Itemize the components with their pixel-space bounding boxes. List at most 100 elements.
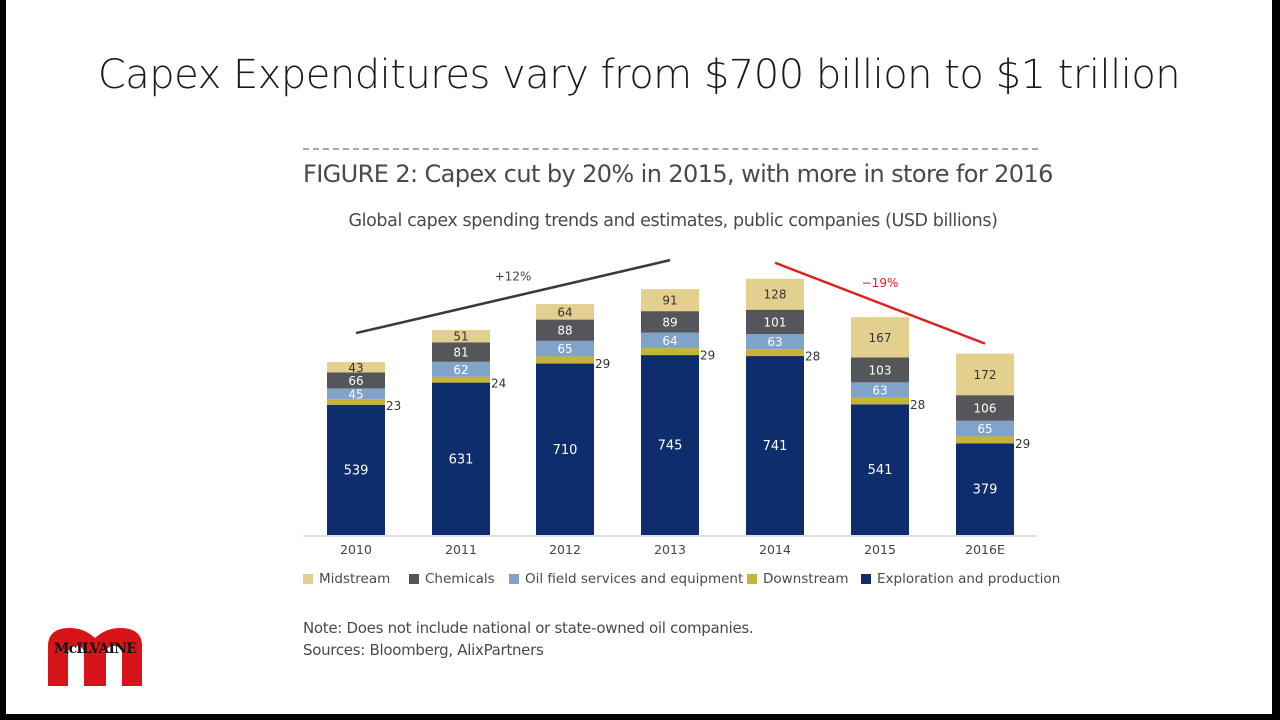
- legend-label-downstream: Downstream: [763, 571, 849, 587]
- bar-midstream-2010: [327, 362, 385, 373]
- bar-downstream-2015: [851, 397, 909, 405]
- legend-item-oilfield: Oil field services and equipment: [509, 571, 743, 587]
- data-label-oilfield-2013: 64: [662, 334, 677, 348]
- data-label-chemicals-2010: 66: [348, 374, 363, 388]
- data-label-oilfield-2010: 45: [348, 387, 363, 401]
- slide: Capex Expenditures vary from $700 billio…: [6, 0, 1272, 714]
- slide-title: Capex Expenditures vary from $700 billio…: [97, 52, 1181, 98]
- figure-subtitle: Global capex spending trends and estimat…: [348, 211, 998, 231]
- legend-item-midstream: Midstream: [303, 571, 390, 587]
- bar-exploration-2010: [327, 404, 385, 535]
- data-label-downstream-2016E: 29: [1015, 437, 1030, 451]
- data-label-exploration-2011: 631: [449, 452, 474, 467]
- bar-midstream-2014: [746, 278, 804, 310]
- bar-downstream-2013: [641, 348, 699, 356]
- figure-sources: Sources: Bloomberg, AlixPartners: [303, 641, 544, 659]
- data-label-midstream-2015: 167: [869, 331, 892, 345]
- figure-title: FIGURE 2: Capex cut by 20% in 2015, with…: [303, 160, 1053, 188]
- legend-label-exploration: Exploration and production: [877, 571, 1061, 587]
- bar-oilfield-2015: [851, 382, 909, 398]
- data-label-midstream-2012: 64: [557, 305, 572, 319]
- data-label-midstream-2010: 43: [348, 361, 363, 375]
- bar-midstream-2013: [641, 289, 699, 312]
- bar-exploration-2011: [432, 382, 490, 535]
- x-tick-label-2014: 2014: [759, 542, 791, 557]
- legend-swatch-midstream: [303, 574, 313, 584]
- bar-exploration-2014: [746, 356, 804, 535]
- bar-midstream-2012: [536, 304, 594, 320]
- x-tick-label-2011: 2011: [445, 542, 477, 557]
- data-label-oilfield-2014: 63: [767, 335, 782, 349]
- data-label-chemicals-2014: 101: [764, 315, 787, 329]
- figure-divider: [303, 148, 1038, 150]
- data-label-midstream-2016E: 172: [974, 368, 997, 382]
- bar-oilfield-2016E: [956, 420, 1014, 437]
- bar-oilfield-2013: [641, 332, 699, 349]
- data-label-chemicals-2015: 103: [869, 363, 892, 377]
- x-tick-label-2010: 2010: [340, 542, 372, 557]
- legend-swatch-oilfield: [509, 574, 519, 584]
- bar-chemicals-2015: [851, 357, 909, 383]
- bar-chemicals-2010: [327, 372, 385, 389]
- data-label-exploration-2016E: 379: [973, 483, 998, 498]
- data-label-downstream-2011: 24: [491, 377, 506, 391]
- bar-midstream-2011: [432, 329, 490, 343]
- figure-note: Note: Does not include national or state…: [303, 619, 754, 637]
- bar-oilfield-2012: [536, 340, 594, 357]
- legend-swatch-exploration: [861, 574, 871, 584]
- data-label-midstream-2013: 91: [662, 294, 677, 308]
- trend-label-down: −19%: [862, 276, 899, 290]
- data-label-downstream-2015: 28: [910, 398, 925, 412]
- data-label-downstream-2013: 29: [700, 349, 715, 363]
- legend-item-chemicals: Chemicals: [409, 571, 495, 587]
- data-label-exploration-2014: 741: [763, 439, 788, 454]
- data-label-downstream-2014: 28: [805, 350, 820, 364]
- bar-downstream-2016E: [956, 436, 1014, 444]
- legend-item-downstream: Downstream: [747, 571, 849, 587]
- bar-exploration-2015: [851, 404, 909, 535]
- data-label-chemicals-2016E: 106: [974, 401, 997, 415]
- x-tick-label-2012: 2012: [549, 542, 581, 557]
- bar-downstream-2012: [536, 356, 594, 364]
- data-label-exploration-2013: 745: [658, 439, 683, 454]
- legend-swatch-downstream: [747, 574, 757, 584]
- data-label-exploration-2015: 541: [868, 463, 893, 478]
- data-label-exploration-2012: 710: [553, 443, 578, 458]
- bar-chemicals-2016E: [956, 395, 1014, 421]
- mcilvaine-logo: McILVAINE: [40, 624, 150, 690]
- bar-exploration-2013: [641, 355, 699, 535]
- data-label-chemicals-2013: 89: [662, 315, 677, 329]
- chart-legend: Midstream Chemicals Oil field services and…: [303, 571, 1060, 591]
- legend-label-chemicals: Chemicals: [425, 571, 495, 587]
- data-label-midstream-2011: 51: [453, 330, 468, 344]
- x-tick-label-2013: 2013: [654, 542, 686, 557]
- data-label-downstream-2010: 23: [386, 399, 401, 413]
- logo-text: McILVAINE: [53, 641, 137, 657]
- bar-exploration-2012: [536, 363, 594, 535]
- legend-label-oilfield: Oil field services and equipment: [525, 571, 744, 587]
- bar-chemicals-2014: [746, 309, 804, 335]
- bar-downstream-2010: [327, 399, 385, 405]
- trend-label-up: +12%: [495, 270, 532, 284]
- data-label-exploration-2010: 539: [344, 463, 369, 478]
- bar-oilfield-2011: [432, 361, 490, 377]
- trend-line-up: [355, 258, 671, 335]
- legend-swatch-chemicals: [409, 574, 419, 584]
- logo-m-icon: [48, 628, 142, 686]
- data-label-oilfield-2015: 63: [872, 383, 887, 397]
- trend-line-down: [774, 261, 986, 345]
- data-label-oilfield-2012: 65: [557, 342, 572, 356]
- bar-chemicals-2012: [536, 319, 594, 341]
- bar-oilfield-2010: [327, 388, 385, 400]
- bar-exploration-2016E: [956, 443, 1014, 535]
- legend-item-exploration: Exploration and production: [861, 571, 1060, 587]
- x-tick-label-2015: 2015: [864, 542, 896, 557]
- bar-midstream-2015: [851, 317, 909, 358]
- bar-chemicals-2011: [432, 342, 490, 362]
- data-label-chemicals-2011: 81: [453, 346, 468, 360]
- bar-downstream-2014: [746, 349, 804, 357]
- data-label-midstream-2014: 128: [764, 288, 787, 302]
- x-tick-label-2016E: 2016E: [965, 542, 1005, 557]
- bar-midstream-2016E: [956, 353, 1014, 396]
